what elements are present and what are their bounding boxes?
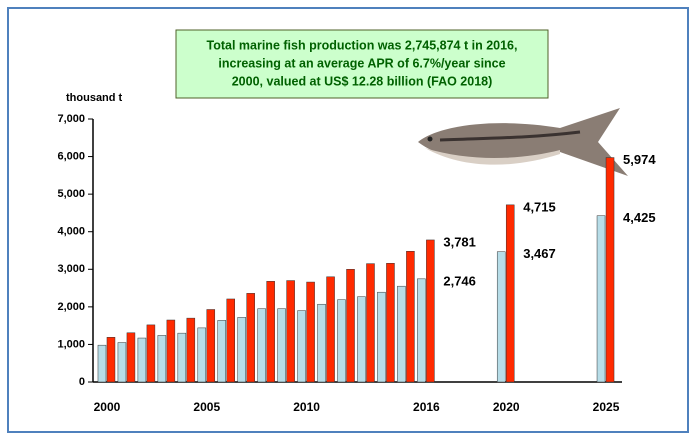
bar <box>306 281 315 383</box>
bar <box>386 263 395 383</box>
annotation: Total marine fish production was 2,745,8… <box>207 38 518 52</box>
bar <box>97 344 107 383</box>
bar <box>406 251 415 383</box>
bar <box>197 327 207 383</box>
bar <box>426 239 435 383</box>
y-tick-label: 5,000 <box>57 188 85 200</box>
bar <box>226 298 235 383</box>
value-label: 2,746 <box>443 273 476 288</box>
bar <box>286 280 295 383</box>
bar <box>117 342 127 383</box>
value-label: 3,781 <box>443 234 476 249</box>
bar <box>605 157 615 383</box>
x-tick-label: 2025 <box>593 400 620 414</box>
y-tick-label: 7,000 <box>57 113 85 125</box>
bar <box>505 204 515 383</box>
bar <box>297 310 306 383</box>
bar <box>326 276 335 383</box>
fish-illustration <box>418 108 628 176</box>
bar <box>266 281 275 383</box>
bar <box>257 308 266 383</box>
bar <box>417 278 426 383</box>
bar <box>146 324 156 383</box>
bar <box>596 215 606 383</box>
bar <box>397 285 406 383</box>
bar <box>317 303 326 383</box>
bar <box>496 251 506 383</box>
value-label: 3,467 <box>523 246 556 261</box>
bar <box>157 335 167 383</box>
x-tick-label: 2010 <box>293 400 320 414</box>
value-label: 4,425 <box>623 210 656 225</box>
x-tick-label: 2020 <box>493 400 520 414</box>
y-tick-label: 2,000 <box>57 301 85 313</box>
y-axis-label: thousand t <box>66 92 123 104</box>
bar <box>106 337 116 383</box>
annotation: increasing at an average APR of 6.7%/yea… <box>218 56 505 70</box>
bar <box>337 299 346 383</box>
x-tick-label: 2005 <box>193 400 220 414</box>
bar <box>206 309 216 383</box>
annotation: 2000, valued at US$ 12.28 billion (FAO 2… <box>232 74 493 88</box>
annotation-box <box>175 29 549 99</box>
bar <box>166 319 176 383</box>
y-tick-label: 4,000 <box>57 226 85 238</box>
bar <box>217 320 226 383</box>
x-tick-label: 2016 <box>413 400 440 414</box>
bar <box>186 317 196 383</box>
bar <box>137 337 147 383</box>
x-tick-label: 2000 <box>94 400 121 414</box>
y-tick-label: 0 <box>79 376 85 388</box>
bar <box>357 296 366 383</box>
value-label: 5,974 <box>623 152 656 167</box>
y-tick-label: 6,000 <box>57 150 85 162</box>
bar <box>277 308 286 383</box>
bar <box>346 269 355 383</box>
y-tick-label: 3,000 <box>57 263 85 275</box>
bar <box>366 263 375 383</box>
value-label: 4,715 <box>523 199 556 214</box>
bar <box>126 332 136 383</box>
bar <box>237 317 246 383</box>
bar <box>246 293 255 383</box>
y-tick-label: 1,000 <box>57 338 85 350</box>
bar <box>377 291 386 383</box>
bar <box>177 332 187 383</box>
